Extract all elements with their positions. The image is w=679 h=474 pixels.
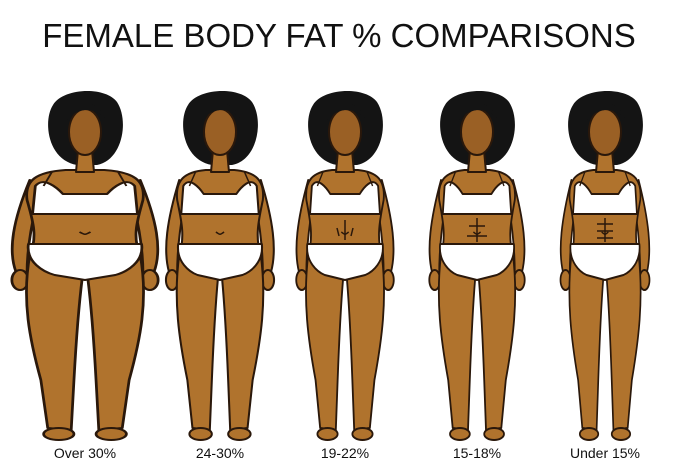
figure-label: Under 15%: [570, 445, 640, 461]
figure: [428, 90, 526, 441]
figure: [164, 90, 276, 442]
figure: [10, 90, 160, 442]
figure-label: 15-18%: [453, 445, 501, 461]
figure-label: 19-22%: [321, 445, 369, 461]
figure: [295, 90, 395, 441]
figure-label: 24-30%: [196, 445, 244, 461]
figure: [559, 90, 651, 441]
title: FEMALE BODY FAT % COMPARISONS: [42, 17, 636, 54]
figure-label: Over 30%: [54, 445, 116, 461]
